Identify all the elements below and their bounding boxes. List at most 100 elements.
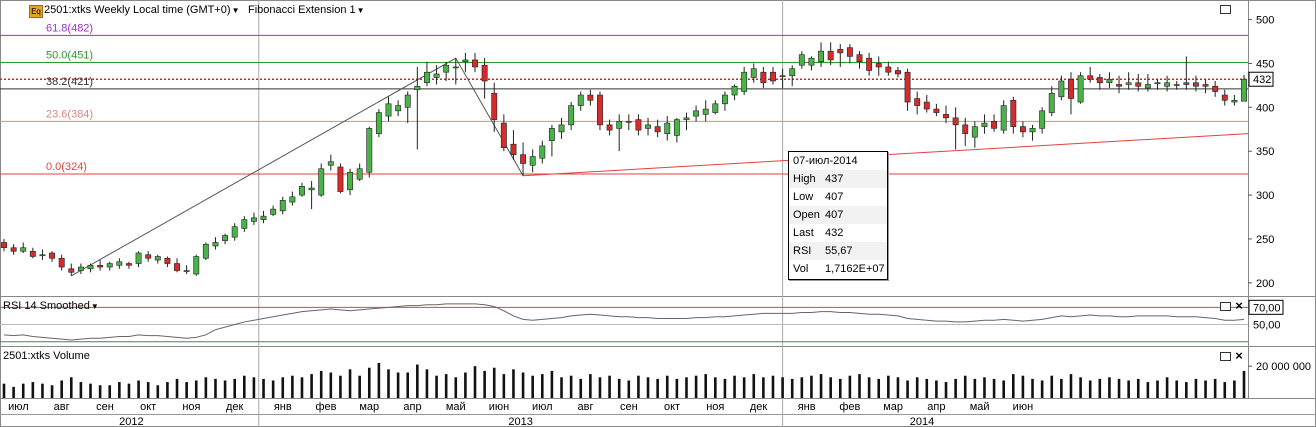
- volume-bar: [464, 372, 467, 398]
- volume-bar: [973, 378, 977, 398]
- tooltip-row: High 437: [789, 170, 887, 188]
- y-tick-label: 450: [1256, 58, 1274, 70]
- volume-bar: [742, 377, 746, 398]
- candle-body: [174, 263, 180, 271]
- last-price-label: 432: [1253, 74, 1271, 86]
- volume-bar: [262, 378, 265, 398]
- volume-bar: [300, 377, 304, 398]
- volume-bar: [358, 375, 361, 398]
- candle-body: [981, 122, 988, 127]
- volume-bar: [579, 378, 583, 398]
- candle-body: [721, 94, 728, 105]
- volume-bar: [540, 374, 544, 398]
- candle-body: [741, 71, 748, 92]
- month-label: ноя: [706, 401, 724, 413]
- symbol-title[interactable]: 2501:xtks Weekly Local time (GMT+0)▼: [44, 3, 239, 17]
- volume-bar: [512, 369, 515, 398]
- volume-bar: [954, 378, 957, 398]
- tooltip-value: 432: [825, 227, 844, 239]
- close-icon[interactable]: ×: [1235, 298, 1243, 313]
- candle-body: [356, 168, 363, 180]
- candle-body: [414, 85, 421, 91]
- rsi-level-label: 50,00: [1253, 320, 1281, 332]
- volume-bar: [166, 382, 169, 398]
- candle-body: [500, 122, 507, 148]
- candle-body: [1096, 77, 1103, 84]
- candle-body: [299, 185, 305, 196]
- month-label: авг: [578, 401, 594, 413]
- candle-body: [827, 50, 834, 61]
- candle-body: [481, 64, 488, 82]
- month-label: сен: [96, 401, 114, 413]
- volume-bar: [1204, 380, 1207, 398]
- study-title[interactable]: Fibonacci Extension 1▼: [248, 3, 365, 17]
- dropdown-arrow-icon: ▼: [356, 6, 365, 15]
- candle-body: [270, 208, 277, 215]
- year-label: 2013: [508, 416, 532, 427]
- candle-body: [443, 64, 450, 73]
- month-label: окт: [140, 401, 156, 413]
- candle-body: [1116, 84, 1122, 87]
- candle-body: [1, 242, 7, 249]
- volume-bar: [367, 367, 371, 398]
- volume-bar: [98, 385, 102, 398]
- maximize-icon[interactable]: [1220, 5, 1231, 14]
- month-label: авг: [54, 401, 70, 413]
- candle-body: [548, 128, 555, 141]
- candle-body: [212, 242, 219, 247]
- candle-body: [635, 119, 642, 131]
- maximize-icon[interactable]: [1220, 302, 1231, 311]
- candle-body: [664, 122, 671, 134]
- candle-body: [577, 94, 584, 106]
- candle-body: [424, 71, 430, 84]
- candle-body: [558, 124, 565, 133]
- volume-bar: [502, 374, 506, 398]
- volume-bar: [704, 374, 708, 398]
- candle-body: [654, 126, 661, 133]
- close-icon[interactable]: ×: [1235, 348, 1243, 363]
- volume-bar: [127, 383, 131, 398]
- volume-bar: [31, 382, 35, 398]
- volume-bar: [656, 378, 659, 398]
- volume-bar: [781, 377, 784, 398]
- y-tick-label: 300: [1256, 190, 1274, 202]
- month-label: май: [970, 401, 990, 413]
- candle-body: [29, 250, 36, 257]
- tooltip-label: Last: [793, 227, 814, 239]
- month-label: апр: [927, 401, 945, 413]
- volume-bar: [233, 378, 236, 398]
- volume-bar: [685, 377, 688, 398]
- volume-bar: [1021, 375, 1025, 398]
- volume-bar: [435, 375, 438, 398]
- volume-bar: [790, 378, 794, 398]
- volume-bar: [858, 374, 861, 398]
- month-label: июл: [532, 401, 553, 413]
- maximize-icon[interactable]: [1220, 352, 1231, 361]
- volume-bar: [771, 375, 775, 398]
- candle-body: [193, 256, 200, 275]
- tooltip-date: 07-июл-2014: [789, 152, 887, 170]
- y-tick-label: 500: [1256, 15, 1274, 27]
- volume-bar: [1098, 378, 1102, 398]
- candle-body: [683, 117, 690, 120]
- candle-body: [645, 124, 651, 129]
- volume-bar: [550, 370, 554, 398]
- candle-body: [1135, 82, 1142, 87]
- tooltip-row: RSI 55,67: [789, 242, 887, 260]
- volume-bar: [1117, 378, 1121, 398]
- rsi-line: [3, 303, 1245, 341]
- volume-bar: [877, 378, 881, 398]
- volume-bar: [214, 378, 217, 398]
- rsi-title[interactable]: RSI 14 Smoothed▼: [3, 299, 99, 313]
- candle-body: [991, 121, 998, 129]
- candle-body: [760, 71, 767, 84]
- volume-bar: [185, 382, 188, 398]
- volume-bar: [752, 374, 756, 398]
- volume-bar: [1242, 370, 1246, 398]
- price-candles: [1, 42, 1247, 276]
- tooltip-label: High: [793, 173, 816, 185]
- candle-body: [914, 98, 921, 106]
- candle-body: [1154, 82, 1161, 85]
- tooltip-label: Open: [793, 209, 820, 221]
